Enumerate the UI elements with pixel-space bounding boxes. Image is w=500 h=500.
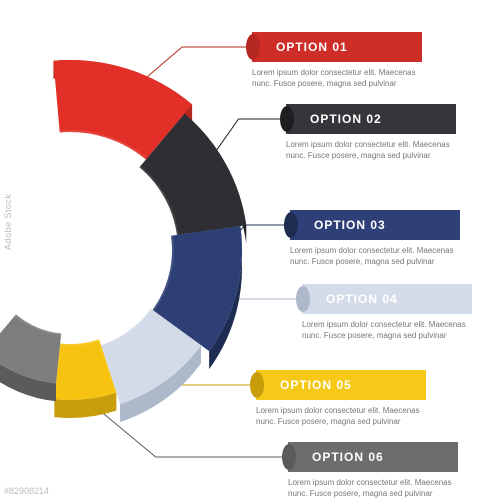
option-label-2: OPTION 02 Lorem ipsum dolor consectetur e… xyxy=(286,104,466,162)
option-desc-5: Lorem ipsum dolor consectetur elit. Maec… xyxy=(256,406,436,428)
option-tab-text: OPTION 05 xyxy=(280,378,352,392)
option-tab-1[interactable]: OPTION 01 xyxy=(252,32,422,62)
option-label-1: OPTION 01 Lorem ipsum dolor consectetur e… xyxy=(252,32,432,90)
option-tab-5[interactable]: OPTION 05 xyxy=(256,370,426,400)
option-desc-6: Lorem ipsum dolor consectetur elit. Maec… xyxy=(288,478,468,500)
labels-layer: OPTION 01 Lorem ipsum dolor consectetur e… xyxy=(0,0,500,500)
option-desc-1: Lorem ipsum dolor consectetur elit. Maec… xyxy=(252,68,432,90)
option-label-6: OPTION 06 Lorem ipsum dolor consectetur e… xyxy=(288,442,468,500)
option-desc-4: Lorem ipsum dolor consectetur elit. Maec… xyxy=(302,320,482,342)
option-tab-6[interactable]: OPTION 06 xyxy=(288,442,458,472)
option-tab-text: OPTION 04 xyxy=(326,292,398,306)
option-tab-2[interactable]: OPTION 02 xyxy=(286,104,456,134)
option-tab-text: OPTION 03 xyxy=(314,218,386,232)
option-desc-3: Lorem ipsum dolor consectetur elit. Maec… xyxy=(290,246,470,268)
infographic-stage: OPTION 01 Lorem ipsum dolor consectetur e… xyxy=(0,0,500,500)
option-label-3: OPTION 03 Lorem ipsum dolor consectetur e… xyxy=(290,210,470,268)
option-label-4: OPTION 04 Lorem ipsum dolor consectetur e… xyxy=(302,284,482,342)
option-tab-3[interactable]: OPTION 03 xyxy=(290,210,460,240)
option-tab-text: OPTION 02 xyxy=(310,112,382,126)
watermark-text: Adobe Stock xyxy=(3,193,13,250)
image-id-text: #82908214 xyxy=(4,486,49,496)
option-desc-2: Lorem ipsum dolor consectetur elit. Maec… xyxy=(286,140,466,162)
option-tab-4[interactable]: OPTION 04 xyxy=(302,284,472,314)
option-tab-text: OPTION 06 xyxy=(312,450,384,464)
option-tab-text: OPTION 01 xyxy=(276,40,348,54)
option-label-5: OPTION 05 Lorem ipsum dolor consectetur e… xyxy=(256,370,436,428)
